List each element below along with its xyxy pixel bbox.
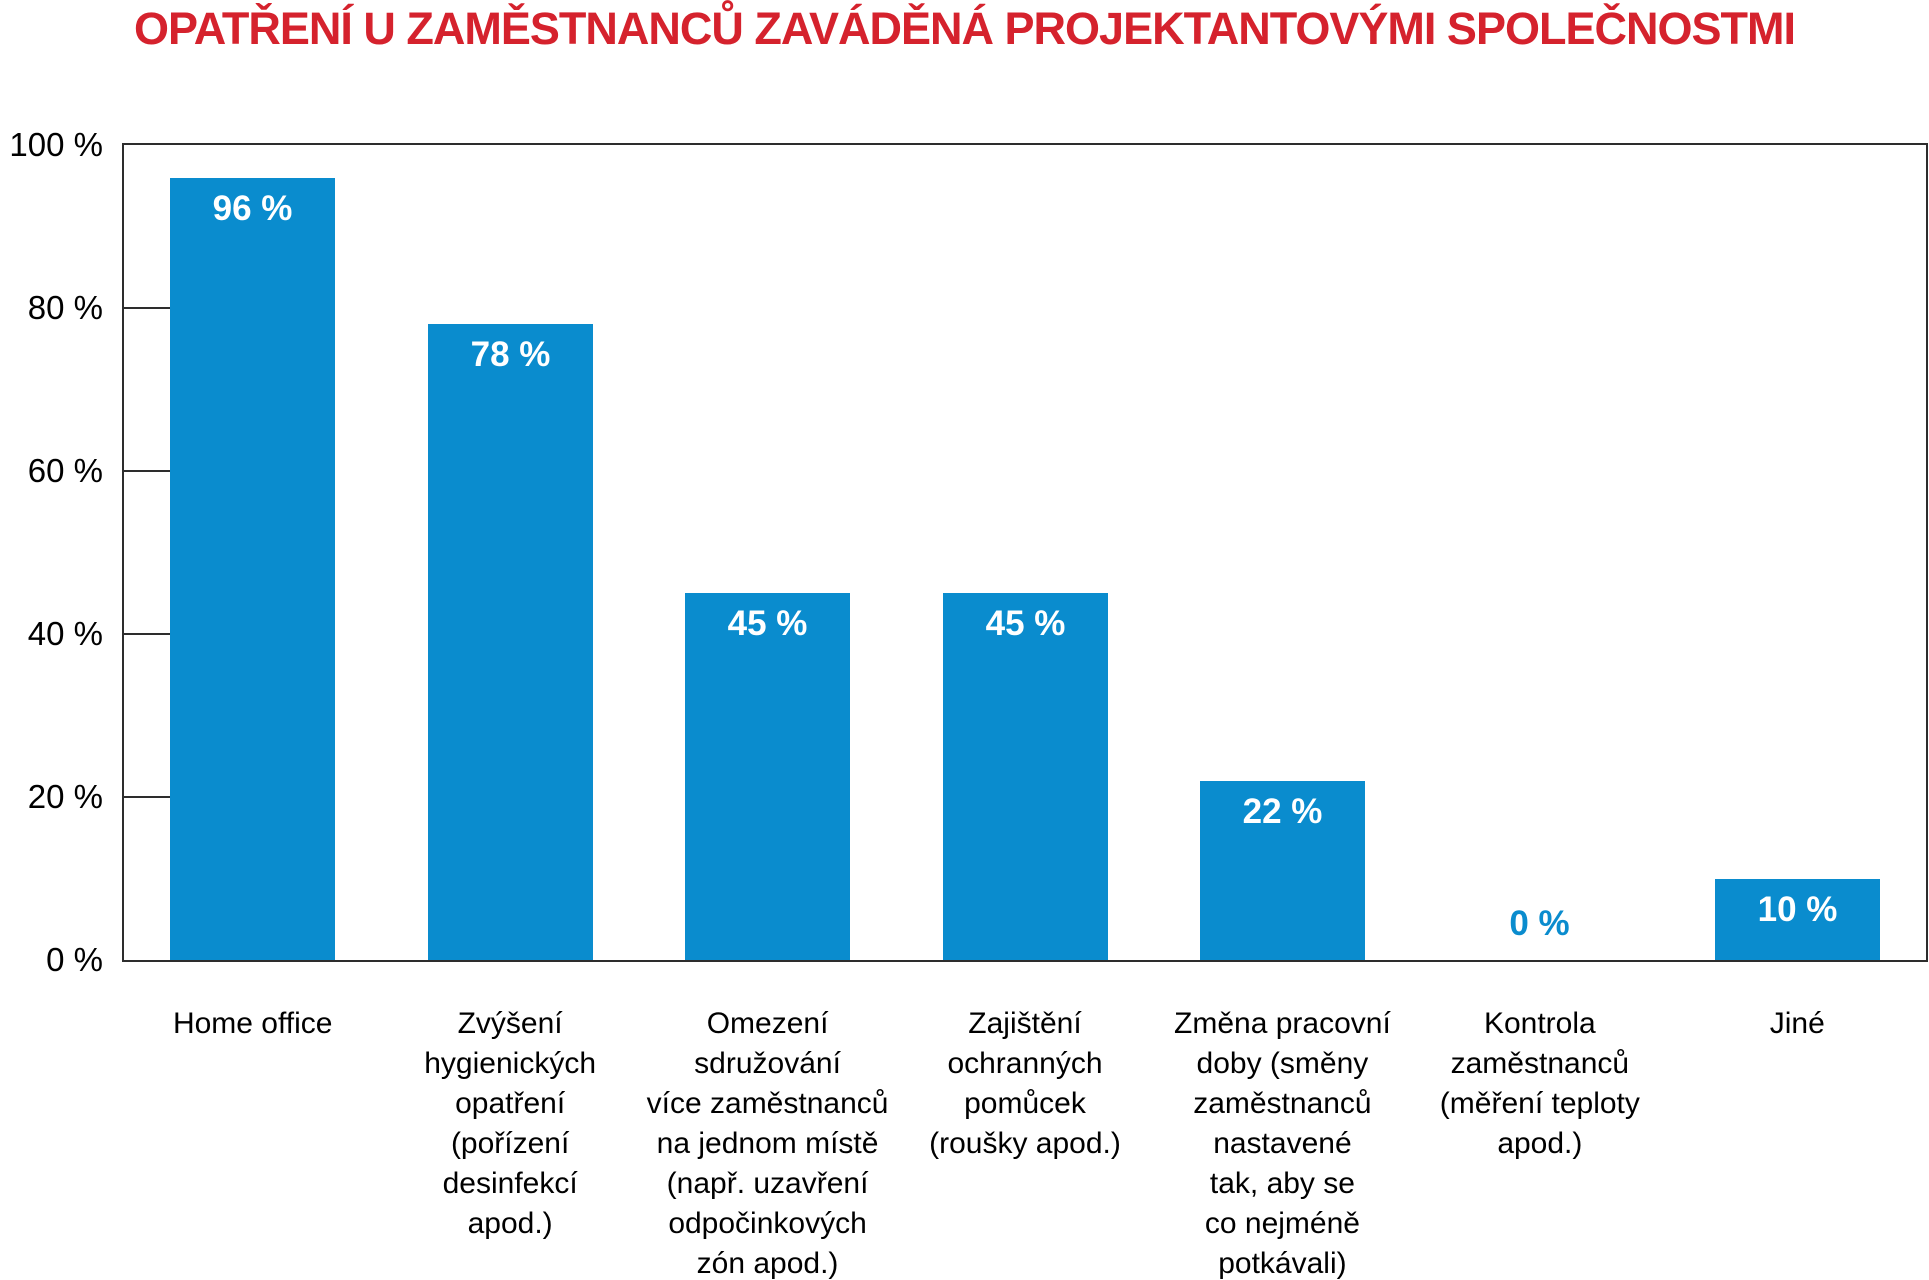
- y-axis-label: 100 %: [9, 126, 103, 163]
- plot-area: 0 % 20 % 40 % 60 % 80 % 100 % 96 % 78 % 45 % 45 %…: [9, 126, 1928, 978]
- x-axis-labels: Home office Zvýšení hygienických opatření (p…: [124, 1004, 1926, 1280]
- bar-3: [685, 593, 850, 960]
- category-label-3: Omezení sdružování více zaměstnanců na jedn…: [646, 1007, 889, 1280]
- y-axis-tick: [124, 470, 170, 472]
- bar-value-label: 78 %: [470, 335, 551, 375]
- y-axis-label: 40 %: [27, 615, 103, 652]
- bar-value-label: 22 %: [1242, 791, 1323, 831]
- bar-5: [1200, 780, 1365, 960]
- bar-value-label: 10 %: [1757, 889, 1838, 929]
- y-axis-label: 60 %: [27, 452, 103, 489]
- y-axis-label: 80 %: [27, 289, 103, 326]
- y-axis-tick: [124, 796, 170, 798]
- y-axis-tick: [124, 307, 170, 309]
- bar-1: [170, 177, 335, 960]
- bar-4: [943, 593, 1108, 960]
- category-label-7: Jiné: [1769, 1007, 1825, 1040]
- bar-7: [1715, 878, 1880, 960]
- category-label-1: Home office: [172, 1007, 333, 1040]
- category-label-6: Kontrola zaměstnanců (měření teploty apod.): [1439, 1007, 1640, 1160]
- bar-value-label: 45 %: [727, 604, 808, 644]
- bar-value-label: 45 %: [985, 604, 1066, 644]
- chart-title: OPATŘENÍ U ZAMĚSTNANCŮ ZAVÁDĚNÁ PROJEKTA…: [134, 3, 1796, 54]
- bar-2: [428, 324, 593, 960]
- category-label-5: Změna pracovní doby (směny zaměstnanců nast…: [1174, 1007, 1391, 1280]
- bar-value-label: 96 %: [212, 188, 293, 228]
- bar-value-label: 0 %: [1509, 904, 1570, 943]
- category-label-2: Zvýšení hygienických opatření (pořízení desi…: [424, 1007, 597, 1240]
- y-axis-label: 20 %: [27, 778, 103, 815]
- category-label-4: Zajištění ochranných pomůcek (roušky apod.): [929, 1007, 1121, 1160]
- y-axis-label: 0 %: [46, 941, 103, 978]
- y-axis-tick: [124, 633, 170, 635]
